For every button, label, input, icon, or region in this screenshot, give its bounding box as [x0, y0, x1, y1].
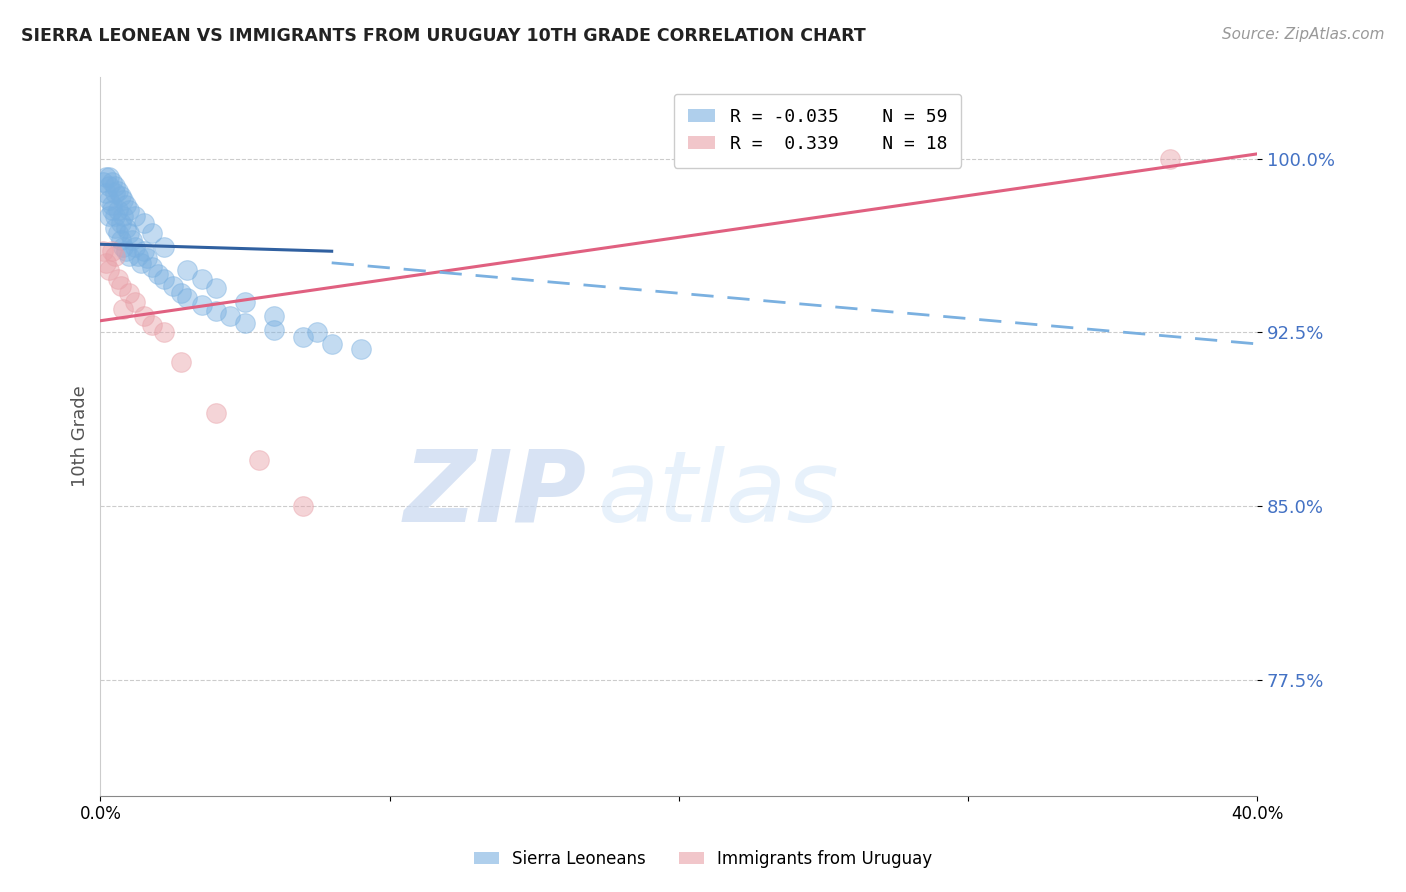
Point — [176, 291, 198, 305]
Point — [112, 210, 135, 224]
Point — [124, 239, 146, 253]
Point — [135, 251, 157, 265]
Point — [101, 198, 124, 212]
Point — [205, 281, 228, 295]
Point — [94, 186, 117, 201]
Point — [263, 309, 285, 323]
Point — [98, 193, 121, 207]
Point — [291, 330, 314, 344]
Point — [91, 244, 114, 259]
Point — [94, 170, 117, 185]
Point — [110, 233, 132, 247]
Point — [118, 285, 141, 300]
Point — [148, 268, 170, 282]
Point — [132, 244, 155, 259]
Text: Source: ZipAtlas.com: Source: ZipAtlas.com — [1222, 27, 1385, 42]
Point — [101, 244, 124, 259]
Point — [112, 302, 135, 317]
Point — [107, 272, 129, 286]
Point — [112, 239, 135, 253]
Point — [176, 262, 198, 277]
Point — [104, 210, 127, 224]
Point — [118, 226, 141, 240]
Point — [107, 226, 129, 240]
Y-axis label: 10th Grade: 10th Grade — [72, 385, 89, 487]
Point — [190, 272, 212, 286]
Point — [104, 249, 127, 263]
Point — [321, 337, 343, 351]
Point — [115, 244, 138, 259]
Point — [233, 295, 256, 310]
Point — [291, 499, 314, 513]
Point — [219, 309, 242, 323]
Point — [132, 309, 155, 323]
Point — [307, 326, 329, 340]
Point — [118, 249, 141, 263]
Point — [115, 221, 138, 235]
Point — [349, 342, 371, 356]
Point — [124, 210, 146, 224]
Point — [129, 256, 152, 270]
Point — [98, 262, 121, 277]
Point — [112, 193, 135, 207]
Point — [205, 406, 228, 420]
Point — [153, 326, 176, 340]
Point — [101, 175, 124, 189]
Point — [153, 272, 176, 286]
Point — [263, 323, 285, 337]
Point — [190, 297, 212, 311]
Point — [91, 175, 114, 189]
Legend: Sierra Leoneans, Immigrants from Uruguay: Sierra Leoneans, Immigrants from Uruguay — [467, 844, 939, 875]
Point — [1159, 152, 1181, 166]
Point — [107, 202, 129, 217]
Text: ZIP: ZIP — [404, 446, 586, 542]
Point — [94, 256, 117, 270]
Point — [247, 452, 270, 467]
Point — [170, 355, 193, 369]
Point — [141, 318, 163, 333]
Point — [118, 202, 141, 217]
Point — [104, 221, 127, 235]
Point — [104, 179, 127, 194]
Point — [124, 295, 146, 310]
Legend: R = -0.035    N = 59, R =  0.339    N = 18: R = -0.035 N = 59, R = 0.339 N = 18 — [673, 94, 962, 168]
Point — [110, 216, 132, 230]
Text: atlas: atlas — [598, 446, 839, 542]
Point — [110, 279, 132, 293]
Point — [170, 285, 193, 300]
Point — [115, 198, 138, 212]
Point — [101, 202, 124, 217]
Point — [98, 170, 121, 185]
Point — [98, 210, 121, 224]
Point — [110, 188, 132, 202]
Point — [104, 186, 127, 201]
Point — [162, 279, 184, 293]
Point — [153, 239, 176, 253]
Text: SIERRA LEONEAN VS IMMIGRANTS FROM URUGUAY 10TH GRADE CORRELATION CHART: SIERRA LEONEAN VS IMMIGRANTS FROM URUGUA… — [21, 27, 866, 45]
Point — [205, 304, 228, 318]
Point — [233, 316, 256, 330]
Point — [141, 226, 163, 240]
Point — [98, 179, 121, 194]
Point — [107, 184, 129, 198]
Point — [132, 216, 155, 230]
Point — [141, 260, 163, 275]
Point — [121, 233, 143, 247]
Point — [127, 249, 149, 263]
